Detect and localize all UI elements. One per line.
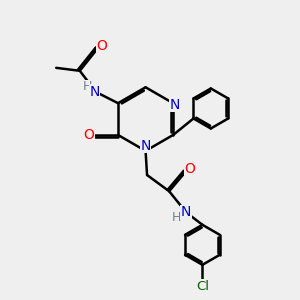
Text: N: N bbox=[169, 98, 180, 112]
Text: N: N bbox=[181, 206, 191, 219]
Text: N: N bbox=[140, 139, 151, 153]
Text: H: H bbox=[172, 211, 182, 224]
Text: O: O bbox=[96, 39, 107, 53]
Text: N: N bbox=[89, 85, 100, 99]
Text: H: H bbox=[83, 80, 92, 93]
Text: O: O bbox=[83, 128, 94, 142]
Text: Cl: Cl bbox=[196, 280, 209, 292]
Text: O: O bbox=[184, 161, 195, 176]
